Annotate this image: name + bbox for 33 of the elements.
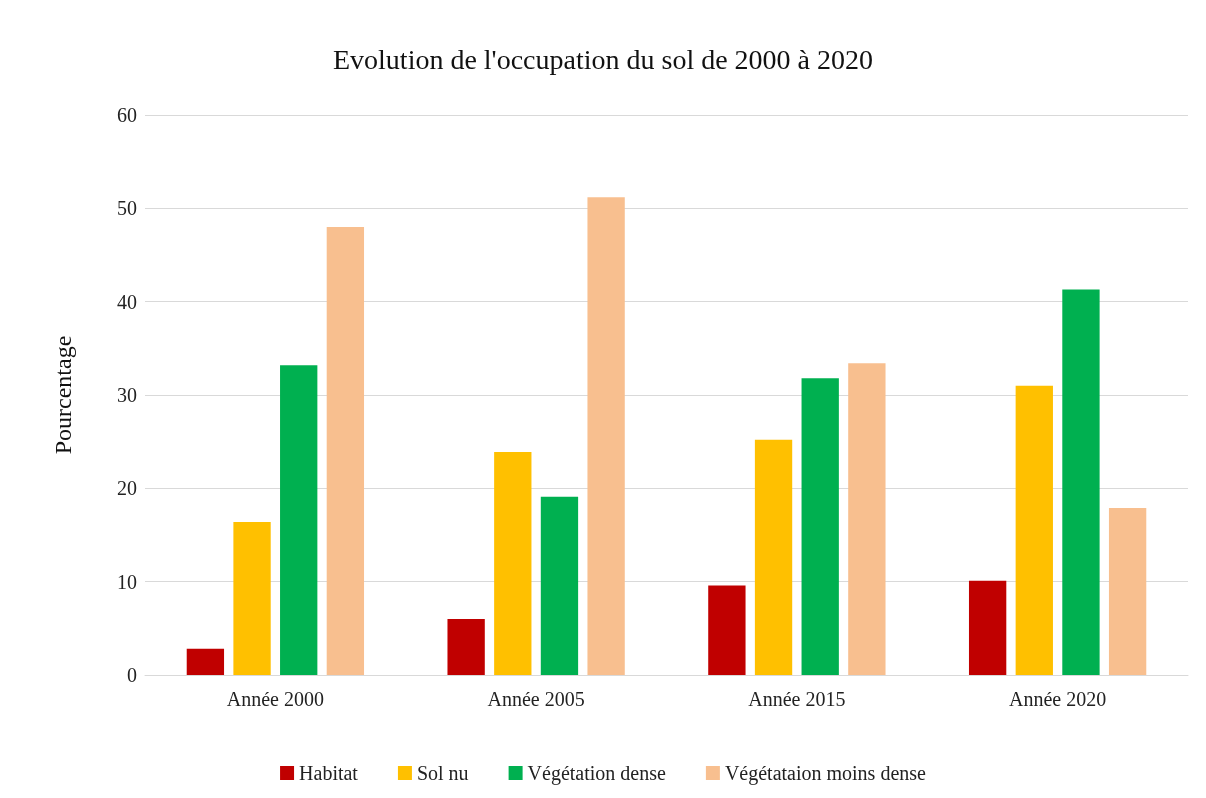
bar [186,648,225,675]
bar [233,521,271,675]
bar [801,378,839,675]
y-axis-title: Pourcentage [50,335,76,455]
bar [848,363,886,675]
bar [326,227,365,675]
bar [1015,385,1053,675]
y-tick-label: 10 [117,570,137,593]
y-tick-label: 0 [127,664,137,686]
bar [708,585,746,675]
bar [447,619,485,675]
bar [280,365,318,675]
bar [968,580,1007,675]
bar [1108,507,1147,675]
y-tick-label: 40 [117,290,137,313]
y-tick-label: 30 [117,384,137,406]
legend-label: Végétation dense [527,762,667,785]
y-tick-label: 20 [117,477,137,500]
y-tick-label: 60 [117,104,137,126]
x-tick-label: Année 2005 [487,688,585,710]
legend-label: Sol nu [416,762,469,784]
x-tick-label: Année 2020 [1009,688,1107,710]
bar [587,197,625,675]
bar [494,451,532,675]
bar [540,496,579,675]
bar [754,439,793,675]
legend-label: Habitat [299,762,359,784]
legend-label: Végétataion moins dense [724,762,927,785]
x-tick-label: Année 2015 [748,688,846,710]
y-tick-label: 50 [117,197,137,220]
x-tick-label: Année 2000 [226,688,324,710]
chart-title: Evolution de l'occupation du sol de 2000 à 2020 [332,43,874,75]
bar [1062,289,1100,675]
